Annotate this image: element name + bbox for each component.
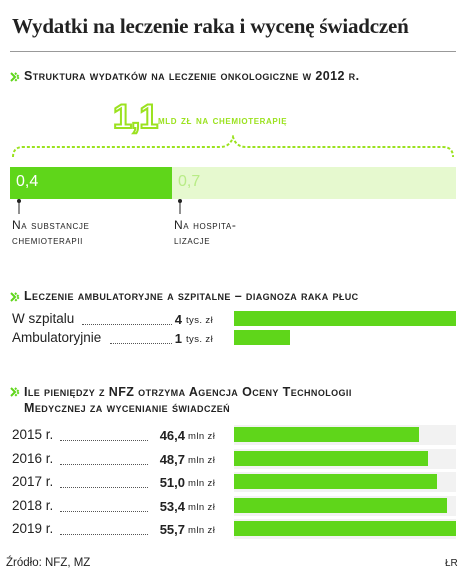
hospitalization-label: Na hospita- lizacje <box>174 218 236 248</box>
s2-row-bar <box>234 330 290 345</box>
s3-row-unit: mln zł <box>188 455 216 466</box>
s3-row-unit: mln zł <box>188 502 216 513</box>
s2-row-unit: tys. zł <box>186 334 214 345</box>
s2-row-unit: tys. zł <box>186 315 214 326</box>
section2-heading: Leczenie ambulatoryjne a szpitalne – dia… <box>24 289 359 303</box>
s3-row-leader <box>60 487 148 488</box>
section-arrow-icon <box>10 292 20 302</box>
total-brace <box>12 135 454 158</box>
chemo-label-line-1: Na substancje <box>12 218 90 232</box>
source-note: Źródło: NFZ, MZ <box>6 557 91 569</box>
s3-row-bar <box>234 451 429 466</box>
total-label: mld zł na chemioterapię <box>158 113 288 127</box>
s3-row-value: 51,0 <box>159 475 185 490</box>
s2-row-value: 4 <box>174 312 182 327</box>
title-divider <box>10 51 456 52</box>
s3-row-value: 55,7 <box>159 522 185 537</box>
hospitalization-value: 0,7 <box>178 173 201 190</box>
s3-row-label: 2019 r. <box>12 521 54 536</box>
s2-row-value: 1 <box>174 331 182 346</box>
s3-row-leader <box>60 440 148 441</box>
chemo-label-line-2: chemioterapii <box>12 233 83 247</box>
section3-heading-line-2: Medycznej za wycenianie świadczeń <box>24 401 231 415</box>
author-logo: ŁR <box>445 558 458 569</box>
s2-row-label: W szpitalu <box>12 311 75 326</box>
part-pointers <box>17 199 182 214</box>
hospitalization-bar <box>172 167 456 199</box>
page-title: Wydatki na leczenie raka i wycenę świadc… <box>12 14 409 38</box>
s3-row-label: 2016 r. <box>12 451 54 466</box>
s2-row-label: Ambulatoryjnie <box>12 330 102 345</box>
section-arrow-icon <box>10 72 20 82</box>
section3-heading-line-1: Ile pieniędzy z NFZ otrzyma Agencja Ocen… <box>24 385 352 399</box>
s3-row-label: 2018 r. <box>12 498 54 513</box>
hosp-label-line-1: Na hospita- <box>174 218 237 232</box>
s2-row-bar <box>234 311 456 326</box>
s3-row-value: 46,4 <box>159 428 185 443</box>
s3-row-unit: mln zł <box>188 478 216 489</box>
section3-heading: Ile pieniędzy z NFZ otrzyma Agencja Ocen… <box>24 384 352 416</box>
section-arrow-icon <box>10 387 20 397</box>
s3-row-bar <box>234 474 438 489</box>
total-value: 1,1 <box>112 97 159 137</box>
s3-row-label: 2015 r. <box>12 427 54 442</box>
chemo-substances-label: Na substancje chemioterapii <box>12 218 89 248</box>
s3-row-value: 48,7 <box>159 452 185 467</box>
chemo-substances-value: 0,4 <box>16 173 39 190</box>
s3-row-unit: mln zł <box>188 525 216 536</box>
s2-row-leader <box>110 343 172 344</box>
s3-row-bar <box>234 427 419 442</box>
s2-row-leader <box>82 324 172 325</box>
s3-row-leader <box>60 534 148 535</box>
hosp-label-line-2: lizacje <box>174 233 211 247</box>
s3-row-bar <box>234 498 447 513</box>
s3-row-label: 2017 r. <box>12 474 54 489</box>
section1-heading: Struktura wydatków na leczenie onkologic… <box>24 69 360 83</box>
chemo-substances-bar <box>10 167 172 199</box>
s3-row-unit: mln zł <box>188 431 216 442</box>
s3-row-value: 53,4 <box>159 499 185 514</box>
s3-row-leader <box>60 511 148 512</box>
s3-row-leader <box>60 464 148 465</box>
s3-row-bar <box>234 521 456 536</box>
